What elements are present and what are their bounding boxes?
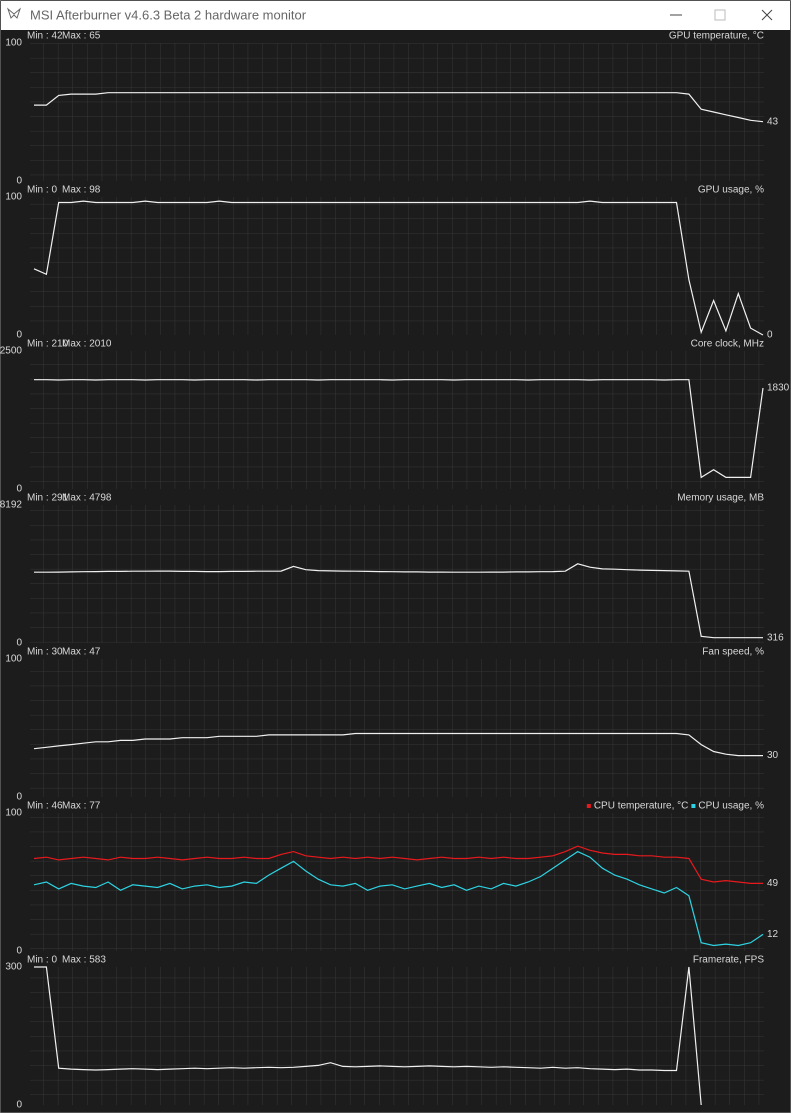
y-tick-label: 0 [16, 330, 22, 341]
chart-title: GPU usage, % [698, 185, 764, 196]
y-tick-label: 100 [5, 38, 22, 49]
max-label: Max : 2010 [62, 339, 112, 350]
max-label: Max : 47 [62, 647, 101, 658]
series-line [33, 850, 764, 947]
series-line [33, 845, 763, 884]
chart-title: Fan speed, % [702, 647, 764, 658]
y-tick-label: 100 [5, 654, 22, 665]
current-value: 30 [767, 750, 779, 761]
plot-area [30, 505, 764, 643]
y-tick-label: 100 [5, 808, 22, 819]
plot-area [30, 967, 764, 1105]
min-label: Min : 210 [27, 339, 69, 350]
min-label: Min : 46 [27, 801, 63, 812]
series-line [34, 563, 763, 639]
y-tick-label: 0 [16, 176, 22, 187]
min-label: Min : 0 [27, 955, 57, 966]
current-value: 0 [767, 330, 773, 341]
title-bar [1, 1, 790, 30]
current-value: 49 [767, 878, 779, 889]
series-line [34, 92, 764, 123]
max-label: Max : 65 [62, 31, 101, 42]
y-tick-label: 100 [5, 192, 22, 203]
series-line [34, 966, 702, 1106]
chart-title: Core clock, MHz [691, 339, 764, 350]
y-tick-label: 0 [16, 946, 22, 957]
legend-swatch [691, 804, 696, 808]
close-button[interactable] [761, 9, 773, 21]
current-value: 12 [767, 929, 779, 940]
maximize-button[interactable] [714, 9, 726, 21]
y-tick-label: 0 [16, 638, 22, 649]
current-value: 316 [767, 632, 784, 643]
app-icon [6, 7, 22, 19]
plot-area [30, 659, 764, 797]
y-tick-label: 0 [16, 484, 22, 495]
series-line [33, 200, 764, 336]
legend-swatch [586, 804, 591, 808]
max-label: Max : 583 [62, 955, 106, 966]
plot-area [30, 43, 764, 181]
legend-label: CPU temperature, °C [594, 801, 689, 812]
min-label: Min : 42 [27, 31, 63, 42]
current-value: 1830 [767, 383, 790, 394]
window-title: MSI Afterburner v4.6.3 Beta 2 hardware m… [30, 7, 307, 22]
y-tick-label: 300 [5, 962, 22, 973]
max-label: Max : 98 [62, 185, 101, 196]
series-line [34, 379, 764, 479]
plot-area [30, 197, 764, 335]
series-line [33, 732, 763, 757]
min-label: Min : 30 [27, 647, 63, 658]
max-label: Max : 4798 [62, 493, 112, 504]
max-label: Max : 77 [62, 801, 101, 812]
chart-title: Framerate, FPS [693, 955, 764, 966]
min-label: Min : 0 [27, 185, 57, 196]
legend-label: CPU usage, % [698, 801, 764, 812]
min-label: Min : 291 [27, 493, 69, 504]
y-tick-label: 2500 [0, 346, 22, 357]
y-tick-label: 0 [16, 792, 22, 803]
chart-title: GPU temperature, °C [669, 31, 764, 42]
chart-title: Memory usage, MB [677, 493, 764, 504]
current-value: 43 [767, 116, 779, 127]
plot-area [30, 351, 764, 489]
y-tick-label: 0 [16, 1100, 22, 1111]
y-tick-label: 8192 [0, 500, 22, 511]
plot-area [30, 813, 764, 951]
